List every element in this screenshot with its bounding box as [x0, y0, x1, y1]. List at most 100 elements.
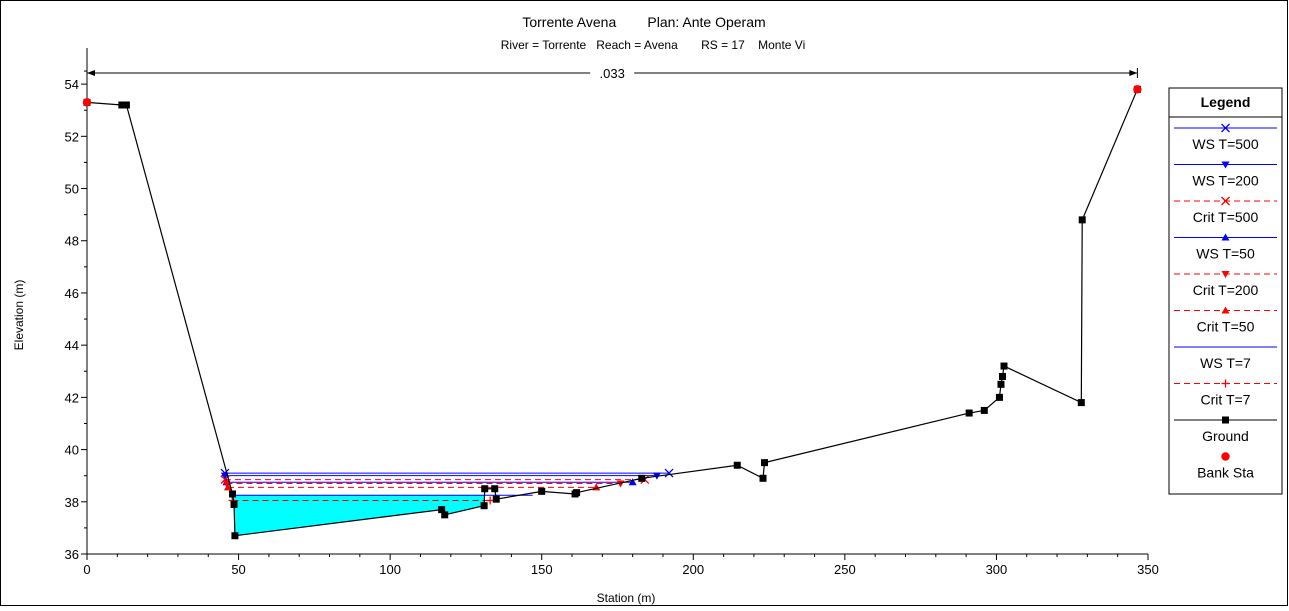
legend-label-ws-t-50: WS T=50 — [1196, 246, 1255, 262]
plot-area: 0 50 100 150 200 250 300 350 36 38 40 42 44 46 48 50 52 5… — [65, 48, 1159, 577]
ground-point-shape — [995, 393, 1003, 401]
chart-title: Torrente Avena Plan: Ante Operam — [522, 14, 765, 30]
x-tick-label: 350 — [1137, 562, 1159, 577]
x-tick-label: 250 — [834, 562, 856, 577]
legend-label-ws-t-200: WS T=200 — [1192, 173, 1258, 189]
legend-marker-crit-t-200-shape — [1221, 271, 1230, 278]
y-tick-label: 48 — [65, 234, 79, 249]
legend-marker-ws-t-200 — [1221, 161, 1230, 169]
y-tick-label: 46 — [65, 286, 79, 301]
y-tick-label: 52 — [65, 129, 79, 144]
legend-marker-bank-sta-shape — [1221, 452, 1230, 461]
legend-marker-crit-t-500 — [1221, 196, 1230, 206]
legend: Legend WS T=500 WS T=200 Crit T=500 WS T=50 C… — [1168, 87, 1283, 495]
ws-marker-ws-t-500 — [664, 468, 674, 478]
y-tick-label: 50 — [65, 182, 79, 197]
ground-point-shape — [229, 490, 237, 498]
legend-marker-crit-t-500-stroke-b — [1221, 196, 1230, 206]
y-tick-label: 40 — [65, 443, 79, 458]
ws-marker-crit-t-200 — [222, 480, 231, 488]
legend-title: Legend — [1201, 94, 1251, 110]
ground-point-shape — [638, 474, 646, 482]
legend-box — [1168, 87, 1283, 495]
ground-point — [538, 487, 546, 495]
ground-point — [995, 393, 1003, 401]
ground-point — [492, 495, 500, 503]
ws-marker-ws-t-50-shape — [628, 478, 637, 486]
y-tick-label: 44 — [65, 338, 79, 353]
ground-point-shape — [122, 101, 130, 109]
ground-point — [733, 461, 741, 469]
x-tick-label: 200 — [682, 562, 704, 577]
legend-label-crit-t-200: Crit T=200 — [1193, 282, 1259, 298]
ws-marker-ws-t-50 — [628, 478, 637, 486]
ground-point — [1078, 216, 1086, 224]
legend-label-ws-t-7: WS T=7 — [1200, 355, 1251, 371]
ws-marker-crit-t-50 — [223, 483, 232, 491]
bank-station-point — [82, 98, 92, 107]
legend-label-bank-sta: Bank Sta — [1197, 465, 1254, 481]
ground-point — [759, 474, 767, 482]
legend-label-crit-t-7: Crit T=7 — [1201, 392, 1251, 408]
legend-marker-bank-sta — [1221, 452, 1230, 461]
legend-label-crit-t-500: Crit T=500 — [1193, 209, 1259, 225]
ground-point — [997, 380, 1005, 388]
ground-point-shape — [441, 511, 449, 519]
ground-point — [998, 372, 1006, 380]
ground-point — [761, 459, 769, 467]
legend-marker-crit-t-200 — [1221, 271, 1230, 278]
x-tick-label: 100 — [379, 562, 401, 577]
ground-point — [229, 490, 237, 498]
ground-point-shape — [1000, 362, 1008, 370]
legend-marker-ground-shape — [1222, 416, 1229, 424]
ground-point-shape — [230, 500, 238, 508]
x-tick-label: 0 — [83, 562, 90, 577]
ground-point — [1000, 362, 1008, 370]
legend-marker-ws-t-500 — [1221, 123, 1230, 133]
water-fill — [229, 495, 533, 536]
legend-marker-ws-t-50-shape — [1221, 233, 1230, 241]
legend-label-crit-t-50: Crit T=50 — [1197, 319, 1255, 335]
ground-point — [118, 101, 126, 109]
ground-point-shape — [573, 489, 581, 497]
ws-marker-crit-t-50-shape — [223, 483, 232, 491]
ground-point — [573, 489, 581, 497]
bank-station-point-shape — [1133, 85, 1142, 94]
manning-label: .033 — [600, 66, 625, 81]
ground-point-shape — [980, 406, 988, 414]
ground-point-shape — [491, 485, 499, 493]
ws-marker-crit-t-200-shape — [222, 480, 231, 488]
ground-point — [491, 485, 499, 493]
ground-point — [965, 409, 973, 417]
y-tick-label: 54 — [65, 77, 79, 92]
ground-point-shape — [1077, 399, 1085, 407]
ground-point-shape — [998, 372, 1006, 380]
ground-point — [980, 406, 988, 414]
ground-point — [480, 502, 488, 510]
legend-marker-ws-t-50 — [1221, 233, 1230, 241]
ground-point-shape — [538, 487, 546, 495]
legend-marker-crit-t-50 — [1221, 306, 1230, 314]
ground-point — [638, 474, 646, 482]
x-tick-label: 300 — [986, 562, 1008, 577]
y-axis-title: Elevation (m) — [12, 280, 26, 351]
ground-point-shape — [492, 495, 500, 503]
ground-point-shape — [733, 461, 741, 469]
legend-marker-ws-t-200-shape — [1221, 161, 1230, 169]
ground-line — [86, 89, 1138, 537]
ground-point — [230, 500, 238, 508]
manning-label-bg — [590, 64, 635, 82]
ground-point — [122, 101, 130, 109]
ground-point — [481, 485, 489, 493]
ground-point-shape — [1078, 216, 1086, 224]
ground-point — [438, 506, 446, 514]
ground-point-shape — [997, 380, 1005, 388]
legend-label-ground: Ground — [1202, 428, 1249, 444]
ground-point-shape — [761, 459, 769, 467]
ground-point-shape — [480, 502, 488, 510]
bank-station-point-shape — [82, 98, 92, 107]
x-tick-label: 150 — [531, 562, 553, 577]
ground-point — [231, 532, 239, 540]
